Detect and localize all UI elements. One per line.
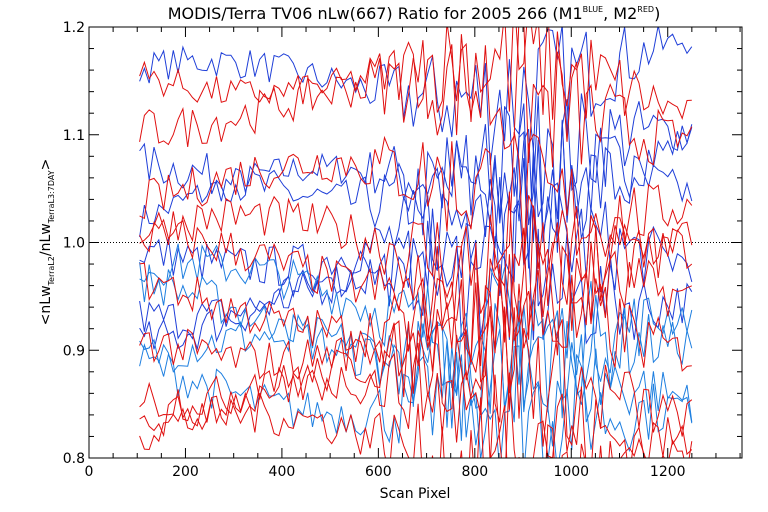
x-tick-label-200: 200 xyxy=(172,464,199,480)
y-axis-title: <nLwTerraL2/nLwTerraL3:7DAY> xyxy=(38,159,56,326)
x-tick-label-1000: 1000 xyxy=(553,464,589,480)
x-tick-label-1200: 1200 xyxy=(650,464,686,480)
series-line-3 xyxy=(139,93,693,236)
chart-title: MODIS/Terra TV06 nLw(667) Ratio for 2005… xyxy=(168,4,661,23)
series-layer xyxy=(139,27,693,458)
ticks-layer: 0 200 400 600 800 1000 1200 0.8 0.9 1.0 1.1 1.2 xyxy=(63,20,742,480)
series-line-2 xyxy=(139,27,693,166)
series-line-15 xyxy=(139,205,693,367)
series-line-20 xyxy=(139,392,693,458)
series-line-19 xyxy=(139,342,693,458)
y-tick-label-1.1: 1.1 xyxy=(63,128,85,144)
series-line-17 xyxy=(139,258,692,394)
series-line-12 xyxy=(139,27,693,168)
y-tick-label-1.2: 1.2 xyxy=(63,20,85,36)
series-line-13 xyxy=(139,131,693,272)
series-line-9 xyxy=(139,262,693,423)
y-tick-label-1.0: 1.0 xyxy=(63,236,85,252)
y-tick-label-0.8: 0.8 xyxy=(63,451,85,467)
x-axis-title: Scan Pixel xyxy=(380,486,451,502)
series-line-11 xyxy=(139,27,692,123)
x-tick-label-800: 800 xyxy=(461,464,488,480)
x-tick-label-0: 0 xyxy=(85,464,94,480)
series-line-16 xyxy=(139,241,692,381)
x-tick-label-400: 400 xyxy=(269,464,296,480)
series-line-4 xyxy=(139,119,693,287)
y-tick-label-0.9: 0.9 xyxy=(63,343,85,359)
x-tick-label-600: 600 xyxy=(365,464,392,480)
series-line-8 xyxy=(139,243,693,413)
